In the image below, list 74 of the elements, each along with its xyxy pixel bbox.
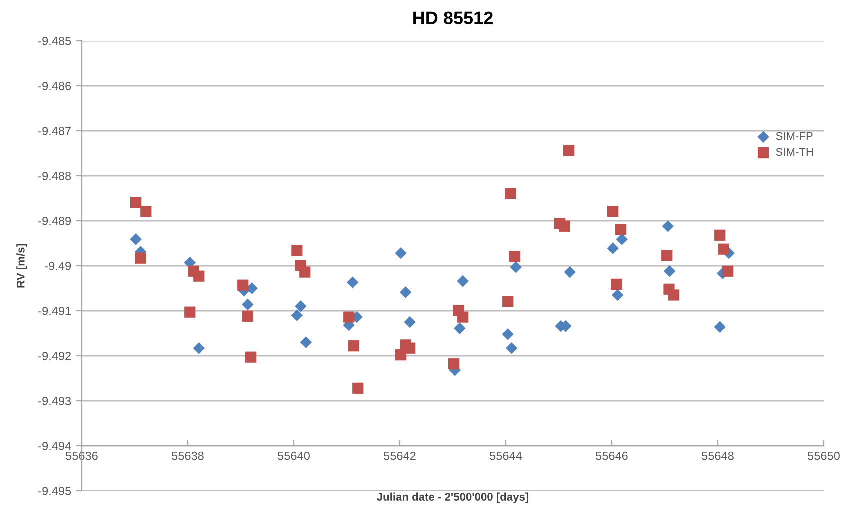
point bbox=[615, 224, 627, 236]
point bbox=[291, 310, 304, 322]
point bbox=[395, 248, 407, 260]
point bbox=[344, 312, 355, 323]
y-tick-label: -9.491 bbox=[38, 307, 72, 316]
point bbox=[505, 188, 516, 200]
point bbox=[506, 342, 518, 354]
x-tick-label: 55636 bbox=[66, 452, 98, 460]
x-axis-title: Julian date - 2'500'000 [days] bbox=[377, 492, 529, 504]
point bbox=[502, 296, 514, 308]
y-tick-label: -9.488 bbox=[38, 172, 72, 180]
point bbox=[458, 312, 469, 323]
y-tick-label: -9.492 bbox=[38, 352, 71, 360]
y-tick-label: -9.49 bbox=[45, 262, 72, 270]
y-tick-label: -9.486 bbox=[38, 82, 72, 90]
y-tick-label: -9.489 bbox=[38, 217, 72, 226]
x-tick-label: 55644 bbox=[490, 452, 522, 460]
point bbox=[509, 250, 521, 262]
point bbox=[608, 206, 619, 218]
point bbox=[130, 196, 142, 208]
y-tick-label: -9.487 bbox=[38, 127, 71, 136]
point bbox=[564, 266, 576, 278]
point bbox=[193, 342, 206, 354]
legend-label: SIM-TH bbox=[776, 148, 814, 156]
x-tick-label: 55642 bbox=[384, 452, 416, 460]
point bbox=[242, 310, 254, 322]
point bbox=[352, 382, 364, 394]
point bbox=[718, 244, 730, 255]
y-tick-label: -9.495 bbox=[38, 487, 72, 496]
point bbox=[616, 234, 628, 246]
y-tick-label: -9.485 bbox=[38, 37, 72, 46]
y-tick-label: -9.494 bbox=[38, 442, 72, 450]
point bbox=[238, 280, 249, 291]
point bbox=[454, 322, 466, 334]
point bbox=[346, 276, 359, 289]
point bbox=[292, 245, 303, 256]
point bbox=[714, 321, 726, 334]
point bbox=[662, 220, 674, 232]
point bbox=[135, 252, 146, 264]
point bbox=[722, 266, 734, 277]
point bbox=[246, 352, 257, 363]
x-tick-label: 55640 bbox=[278, 452, 310, 460]
legend-label: SIM-FP bbox=[776, 132, 813, 140]
y-tick-label: -9.493 bbox=[38, 397, 72, 406]
point bbox=[668, 290, 680, 301]
point bbox=[662, 250, 673, 262]
point bbox=[242, 298, 254, 311]
point bbox=[502, 328, 514, 340]
x-tick-label: 55646 bbox=[596, 452, 628, 460]
point bbox=[140, 206, 152, 218]
point bbox=[295, 300, 307, 312]
x-tick-label: 55648 bbox=[702, 452, 734, 460]
point bbox=[194, 270, 205, 282]
point bbox=[510, 261, 522, 274]
point bbox=[664, 266, 676, 278]
point bbox=[300, 266, 311, 278]
y-axis-title: RV [m/s] bbox=[16, 244, 27, 288]
point bbox=[300, 336, 312, 348]
chart-title: HD 85512 bbox=[414, 12, 493, 25]
point bbox=[404, 316, 416, 328]
point bbox=[348, 340, 360, 352]
x-tick-label: 55650 bbox=[808, 452, 840, 460]
point bbox=[564, 145, 575, 156]
point bbox=[457, 275, 469, 288]
point bbox=[612, 289, 624, 302]
point bbox=[184, 306, 196, 318]
point bbox=[611, 278, 622, 290]
point bbox=[714, 230, 726, 241]
point bbox=[130, 234, 142, 246]
point bbox=[607, 242, 619, 254]
point bbox=[448, 358, 460, 370]
x-tick-label: 55638 bbox=[172, 452, 204, 460]
point bbox=[559, 220, 570, 232]
point bbox=[400, 286, 412, 298]
